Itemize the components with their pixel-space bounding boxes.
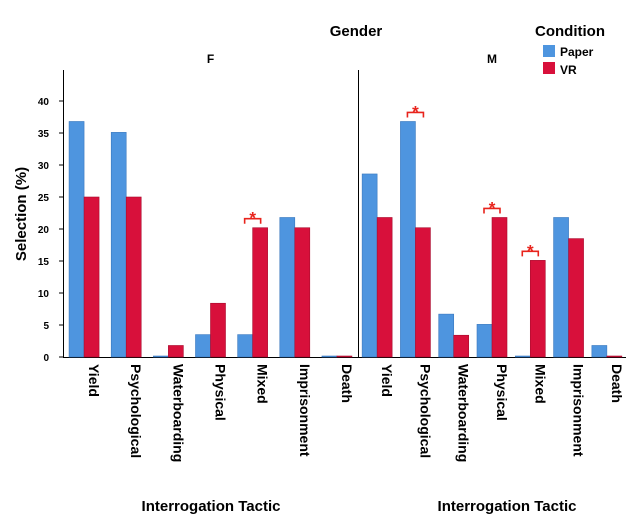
bar-vr-yield bbox=[376, 217, 393, 358]
bar-vr-physical bbox=[210, 302, 226, 358]
x-tick-label: Mixed bbox=[255, 364, 271, 404]
panel-title: F bbox=[207, 52, 214, 66]
y-tick-label: 20 bbox=[38, 225, 50, 236]
panels: F 0 5 10 15 20 25 30 35 40 Yield Psychological Water… bbox=[38, 52, 626, 462]
significance-marker: * bbox=[527, 241, 534, 260]
legend-title: Condition bbox=[535, 23, 605, 40]
legend-swatch-paper bbox=[543, 45, 555, 57]
x-tick-label: Death bbox=[339, 364, 355, 403]
x-tick-label: Waterboarding bbox=[170, 364, 186, 462]
x-axis-title-left: Interrogation Tactic bbox=[142, 498, 281, 515]
bar-vr-imprisonment bbox=[568, 238, 584, 358]
legend: Paper VR bbox=[543, 45, 594, 77]
significance-marker: * bbox=[412, 102, 419, 121]
significance-bracket bbox=[243, 217, 262, 224]
bar-vr-psychological bbox=[125, 196, 142, 358]
y-tick-label: 0 bbox=[43, 353, 49, 364]
y-tick-label: 10 bbox=[38, 289, 50, 300]
bar-paper-mixed bbox=[237, 334, 253, 358]
significance-marker: * bbox=[489, 198, 496, 217]
bar-paper-yield bbox=[361, 173, 378, 358]
bar-paper-mixed bbox=[514, 355, 531, 358]
bar-vr-mixed bbox=[529, 260, 546, 358]
x-tick-label: Physical bbox=[494, 364, 510, 421]
bar-paper-imprisonment bbox=[553, 217, 569, 358]
x-tick-label: Physical bbox=[213, 364, 229, 421]
significance-bracket bbox=[483, 207, 501, 214]
bar-vr-death bbox=[336, 355, 353, 358]
bar-vr-physical bbox=[491, 217, 508, 358]
x-tick-label: Yield bbox=[379, 364, 395, 397]
bar-paper-waterboarding bbox=[153, 355, 169, 358]
y-tick-label: 35 bbox=[38, 129, 50, 140]
significance-bracket bbox=[521, 250, 540, 257]
y-tick-label: 30 bbox=[38, 161, 50, 172]
bar-vr-death bbox=[606, 355, 623, 358]
bar-paper-death bbox=[591, 345, 608, 358]
x-tick-label: Psychological bbox=[128, 364, 144, 458]
panel-title: M bbox=[487, 52, 497, 66]
legend-swatch-vr bbox=[543, 62, 555, 74]
y-tick-label: 25 bbox=[38, 193, 50, 204]
x-axis-title-right: Interrogation Tactic bbox=[438, 498, 577, 515]
bar-paper-psychological bbox=[400, 121, 416, 358]
x-tick-label: Imprisonment bbox=[297, 364, 313, 457]
bar-vr-imprisonment bbox=[294, 227, 311, 358]
legend-label-vr: VR bbox=[560, 63, 577, 77]
bar-vr-waterboarding bbox=[453, 334, 470, 358]
x-tick-label: Mixed bbox=[532, 364, 548, 404]
bar-paper-waterboarding bbox=[438, 313, 455, 358]
bar-paper-psychological bbox=[110, 132, 127, 358]
bar-paper-imprisonment bbox=[279, 217, 296, 358]
y-tick-label: 15 bbox=[38, 257, 50, 268]
x-tick-label: Imprisonment bbox=[571, 364, 587, 457]
x-tick-label: Yield bbox=[86, 364, 102, 397]
bar-paper-yield bbox=[68, 121, 85, 358]
significance-marker: * bbox=[249, 209, 256, 228]
bar-vr-psychological bbox=[415, 227, 431, 358]
panel-m: M Yield Psychological Waterboarding Physical… bbox=[358, 52, 626, 462]
x-tick-label: Waterboarding bbox=[456, 364, 472, 462]
bar-paper-physical bbox=[476, 324, 493, 358]
y-axis-title: Selection (%) bbox=[13, 167, 30, 261]
significance-bracket bbox=[406, 111, 425, 118]
y-tick-label: 5 bbox=[43, 321, 49, 332]
bar-paper-physical bbox=[195, 334, 211, 358]
legend-label-paper: Paper bbox=[560, 45, 594, 59]
bar-vr-waterboarding bbox=[168, 345, 184, 358]
bar-vr-yield bbox=[83, 196, 100, 358]
facet-title: Gender bbox=[330, 23, 383, 40]
x-tick-label: Psychological bbox=[417, 364, 433, 458]
bar-vr-mixed bbox=[252, 227, 268, 358]
bar-paper-death bbox=[321, 355, 338, 358]
panel-f: F 0 5 10 15 20 25 30 35 40 Yield Psychological Water… bbox=[38, 52, 358, 462]
y-tick-label: 40 bbox=[38, 97, 50, 108]
x-tick-label: Death bbox=[609, 364, 625, 403]
